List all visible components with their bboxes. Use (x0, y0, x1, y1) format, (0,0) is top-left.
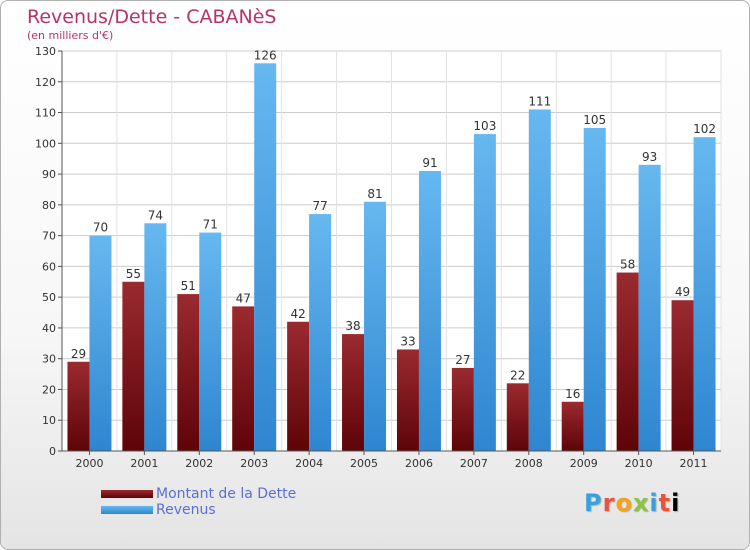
x-tick-label: 2002 (185, 457, 213, 470)
bar-revenus (583, 127, 606, 451)
bar-dette (342, 334, 365, 451)
data-label-dette: 51 (181, 279, 196, 293)
bar-dette (287, 321, 310, 451)
bar-dette (67, 361, 90, 451)
legend-swatch-revenus (101, 506, 153, 514)
bar-revenus (364, 201, 387, 451)
y-tick-label: 80 (42, 199, 56, 212)
y-tick-label: 100 (35, 137, 56, 150)
data-label-dette: 58 (620, 258, 635, 272)
data-label-dette: 55 (126, 267, 141, 281)
x-tick-label: 2004 (295, 457, 323, 470)
data-label-revenus: 77 (312, 199, 327, 213)
y-tick-label: 0 (49, 445, 56, 458)
bar-revenus (89, 235, 112, 451)
x-tick-label: 2006 (405, 457, 433, 470)
y-tick-label: 130 (35, 45, 56, 58)
x-tick-label: 2010 (625, 457, 653, 470)
data-label-revenus: 91 (422, 156, 437, 170)
data-label-dette: 29 (71, 347, 86, 361)
data-label-revenus: 93 (642, 150, 657, 164)
y-tick-label: 10 (42, 414, 56, 427)
x-tick-label: 2000 (75, 457, 103, 470)
bar-dette (451, 367, 474, 451)
chart-title: Revenus/Dette - CABANèS (27, 6, 277, 28)
bar-dette (396, 349, 419, 451)
proxiti-logo: Proxiti (584, 489, 681, 517)
bar-dette (506, 383, 529, 451)
data-label-dette: 47 (236, 291, 251, 305)
data-label-dette: 27 (455, 353, 470, 367)
x-tick-label: 2009 (570, 457, 598, 470)
y-tick-label: 70 (42, 230, 56, 243)
bar-revenus (199, 232, 222, 451)
data-label-dette: 16 (565, 387, 580, 401)
y-tick-label: 50 (42, 291, 56, 304)
x-tick-label: 2008 (515, 457, 543, 470)
bar-revenus (638, 164, 661, 451)
data-label-revenus: 111 (528, 94, 551, 108)
y-tick-label: 60 (42, 260, 56, 273)
data-label-revenus: 71 (203, 218, 218, 232)
bar-dette (122, 281, 145, 451)
data-label-dette: 42 (290, 307, 305, 321)
bar-revenus (144, 223, 167, 451)
y-tick-label: 30 (42, 353, 56, 366)
data-label-dette: 49 (675, 285, 690, 299)
y-tick-label: 120 (35, 76, 56, 89)
bar-dette (232, 306, 255, 451)
y-tick-label: 20 (42, 383, 56, 396)
data-label-revenus: 74 (148, 208, 163, 222)
data-label-revenus: 105 (583, 113, 606, 127)
bar-dette (671, 300, 694, 451)
y-tick-label: 90 (42, 168, 56, 181)
x-tick-label: 2003 (240, 457, 268, 470)
bar-dette (616, 272, 639, 451)
chart-subtitle: (en milliers d'€) (27, 29, 114, 42)
data-label-dette: 33 (400, 334, 415, 348)
data-label-dette: 38 (345, 319, 360, 333)
bar-dette (177, 294, 200, 451)
bar-revenus (473, 134, 496, 452)
bar-dette (561, 401, 584, 451)
data-label-revenus: 102 (693, 122, 716, 136)
legend-label-dette: Montant de la Dette (156, 486, 297, 502)
legend-label-revenus: Revenus (156, 502, 216, 518)
data-label-revenus: 103 (473, 119, 496, 133)
bar-revenus (309, 214, 332, 451)
x-tick-label: 2005 (350, 457, 378, 470)
data-label-dette: 22 (510, 368, 525, 382)
x-tick-label: 2001 (130, 457, 158, 470)
data-label-revenus: 126 (254, 48, 277, 62)
legend-swatch-dette (101, 490, 153, 498)
y-tick-label: 40 (42, 322, 56, 335)
bar-revenus (254, 63, 277, 452)
x-tick-label: 2011 (680, 457, 708, 470)
data-label-revenus: 70 (93, 221, 108, 235)
bar-revenus (418, 171, 441, 451)
y-tick-label: 110 (35, 107, 56, 120)
bar-revenus (528, 109, 551, 451)
bar-revenus (693, 137, 716, 451)
data-label-revenus: 81 (367, 187, 382, 201)
x-tick-label: 2007 (460, 457, 488, 470)
